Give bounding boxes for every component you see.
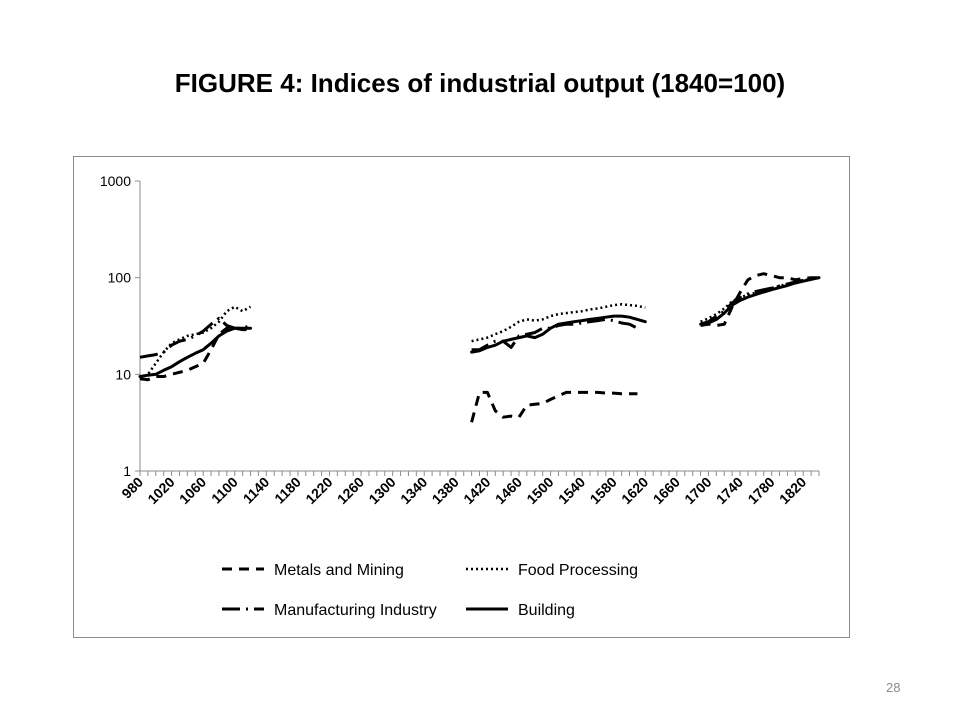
y-tick-label: 1	[123, 463, 131, 479]
y-tick-label: 10	[115, 366, 131, 382]
chart-legend: Metals and Mining Food Processing Manufact…	[222, 562, 638, 619]
legend-label: Food Processing	[518, 562, 638, 579]
legend-label: Manufacturing Industry	[274, 602, 437, 619]
x-tick-label: 1740	[713, 474, 746, 507]
series-line-solid	[470, 314, 647, 354]
series-line-dotted	[139, 305, 252, 380]
x-tick-label: 1260	[334, 474, 367, 507]
x-tick-label: 1540	[555, 474, 588, 507]
series-line-dotted	[471, 303, 646, 343]
chart-series	[138, 272, 821, 423]
series-line-dashed	[139, 326, 251, 382]
series-line-solid	[138, 326, 252, 378]
x-tick-label: 1780	[744, 474, 777, 507]
chart-axes: 1101001000980102010601100114011801220126…	[100, 173, 820, 507]
legend-label: Metals and Mining	[274, 562, 404, 579]
line-chart: 1101001000980102010601100114011801220126…	[100, 173, 821, 619]
x-tick-label: 1380	[429, 474, 462, 507]
series-line-solid	[699, 276, 821, 326]
x-tick-label: 1500	[523, 474, 556, 507]
series-line-dashed	[470, 390, 638, 423]
series-line-dotted	[700, 276, 820, 323]
x-tick-label: 1300	[365, 474, 398, 507]
y-tick-label: 1000	[100, 173, 131, 189]
series-line-dash-dot	[139, 316, 251, 359]
series-line-dashed	[700, 272, 819, 327]
chart-frame: 1 10 100 1000 980 1020 1060 1100 1140 1180 1220 126…	[73, 156, 850, 638]
x-tick-label: 1700	[681, 474, 714, 507]
x-tick-label: 1580	[586, 474, 619, 507]
slide-title: FIGURE 4: Indices of industrial output (…	[174, 68, 786, 98]
x-tick-label: 1020	[144, 474, 177, 507]
x-tick-label: 1820	[776, 474, 809, 507]
x-tick-label: 1140	[240, 474, 273, 507]
page-number: 28	[886, 680, 901, 695]
x-tick-label: 1420	[460, 474, 493, 507]
x-tick-label: 1180	[271, 474, 304, 507]
x-tick-label: 1660	[650, 474, 683, 507]
x-tick-label: 1100	[208, 474, 241, 507]
x-tick-label: 1060	[176, 474, 209, 507]
x-tick-label: 1620	[618, 474, 651, 507]
legend-label: Building	[518, 602, 575, 619]
y-tick-label: 100	[108, 270, 132, 286]
x-tick-label: 1460	[492, 474, 525, 507]
x-tick-label: 1220	[302, 474, 335, 507]
x-tick-label: 1340	[397, 474, 430, 507]
